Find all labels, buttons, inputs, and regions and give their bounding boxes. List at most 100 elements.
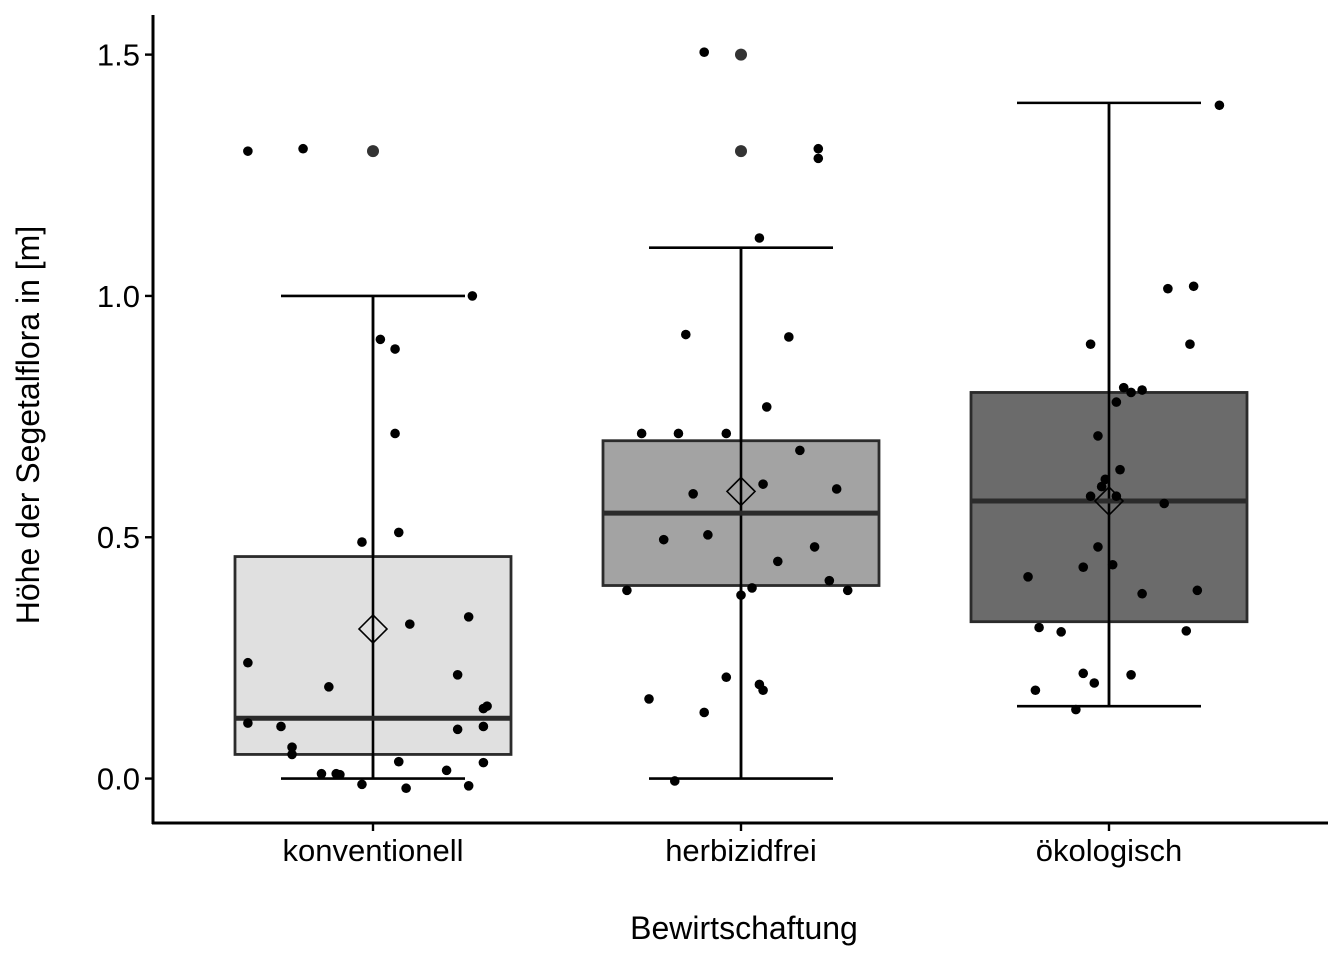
data-point xyxy=(393,756,404,767)
data-point xyxy=(703,530,713,540)
data-point xyxy=(1188,281,1199,292)
data-point xyxy=(761,402,772,412)
x-axis-title: Bewirtschaftung xyxy=(630,910,858,946)
mean-marker-konventionell xyxy=(357,613,389,645)
data-point xyxy=(335,769,345,780)
data-point xyxy=(393,527,404,538)
mean-marker-herbizidfrei xyxy=(725,476,757,507)
data-point xyxy=(758,685,768,696)
data-point xyxy=(754,233,765,243)
data-point xyxy=(1137,588,1147,599)
data-point xyxy=(1107,559,1118,570)
data-point xyxy=(324,682,334,692)
data-point xyxy=(405,619,415,629)
y-tick-label: 1.5 xyxy=(97,38,140,73)
data-point xyxy=(747,583,757,593)
data-point xyxy=(441,765,452,776)
data-point xyxy=(736,590,746,600)
data-point xyxy=(1181,626,1192,636)
data-point xyxy=(243,146,253,156)
outlier-point xyxy=(367,145,379,158)
data-point xyxy=(784,332,794,342)
outlier-point xyxy=(735,145,747,158)
x-tick-label: ökologisch xyxy=(1036,833,1182,868)
data-point xyxy=(1089,678,1100,688)
data-point xyxy=(1126,669,1136,680)
data-point xyxy=(842,585,853,596)
data-point xyxy=(1100,474,1111,485)
data-point xyxy=(688,489,698,499)
data-point xyxy=(1159,498,1169,509)
data-point xyxy=(1126,387,1136,398)
data-point xyxy=(795,445,805,456)
x-tick-label: konventionell xyxy=(283,833,464,868)
data-point xyxy=(276,721,286,732)
data-point xyxy=(699,47,709,57)
data-point xyxy=(401,783,411,794)
data-point xyxy=(357,779,367,790)
data-point xyxy=(243,718,253,728)
data-point xyxy=(681,329,691,340)
data-point xyxy=(375,334,386,345)
data-point xyxy=(1078,668,1089,679)
data-point xyxy=(1118,382,1129,393)
data-point xyxy=(357,537,367,547)
data-point xyxy=(452,724,463,735)
data-point xyxy=(658,534,669,545)
mean-marker--kologisch xyxy=(1093,485,1125,517)
data-point xyxy=(478,721,489,732)
data-point xyxy=(636,428,647,439)
data-point xyxy=(1111,491,1122,502)
data-point xyxy=(1093,542,1103,552)
data-point xyxy=(1085,491,1096,502)
data-point xyxy=(1096,481,1107,492)
data-point xyxy=(1071,704,1081,715)
data-point xyxy=(644,694,654,704)
points-layer xyxy=(243,47,1225,794)
data-point xyxy=(287,749,297,760)
data-point xyxy=(1034,622,1044,633)
data-point xyxy=(813,143,824,154)
y-tick-label: 0.5 xyxy=(97,520,140,555)
data-point xyxy=(463,612,474,622)
y-tick-label: 1.0 xyxy=(97,279,140,314)
data-point xyxy=(1030,685,1041,696)
ticks-layer: konventionell herbizidfrei ökologisch 0.0 0.… xyxy=(97,38,1182,868)
data-point xyxy=(1023,572,1033,582)
data-point xyxy=(669,776,680,786)
data-point xyxy=(463,781,474,791)
data-point xyxy=(824,575,835,586)
data-point xyxy=(1056,627,1066,637)
data-point xyxy=(1192,585,1203,596)
data-point xyxy=(452,669,463,680)
data-point xyxy=(1111,397,1122,407)
data-point xyxy=(1085,339,1096,349)
data-point xyxy=(1185,339,1195,349)
y-axis-title: Höhe der Segetalflora in [m] xyxy=(10,226,46,624)
data-point xyxy=(1093,431,1103,441)
data-point xyxy=(622,585,632,596)
data-point xyxy=(298,143,308,154)
data-point xyxy=(390,428,400,439)
data-point xyxy=(1078,562,1089,572)
data-point xyxy=(721,428,732,439)
data-point xyxy=(813,153,824,164)
data-point xyxy=(1214,100,1225,111)
data-point xyxy=(1115,464,1125,475)
y-tick-label: 0.0 xyxy=(97,762,140,797)
data-point xyxy=(699,707,709,718)
data-point xyxy=(243,657,253,668)
data-point xyxy=(478,703,489,714)
data-point xyxy=(390,344,400,354)
data-point xyxy=(721,672,732,683)
data-point xyxy=(773,556,783,567)
data-point xyxy=(316,768,327,779)
outlier-point xyxy=(735,48,747,61)
data-point xyxy=(287,742,297,752)
data-point xyxy=(1163,283,1173,294)
boxes-layer xyxy=(233,101,1249,780)
data-point xyxy=(467,291,478,301)
data-point xyxy=(478,757,489,768)
data-point xyxy=(831,484,842,494)
